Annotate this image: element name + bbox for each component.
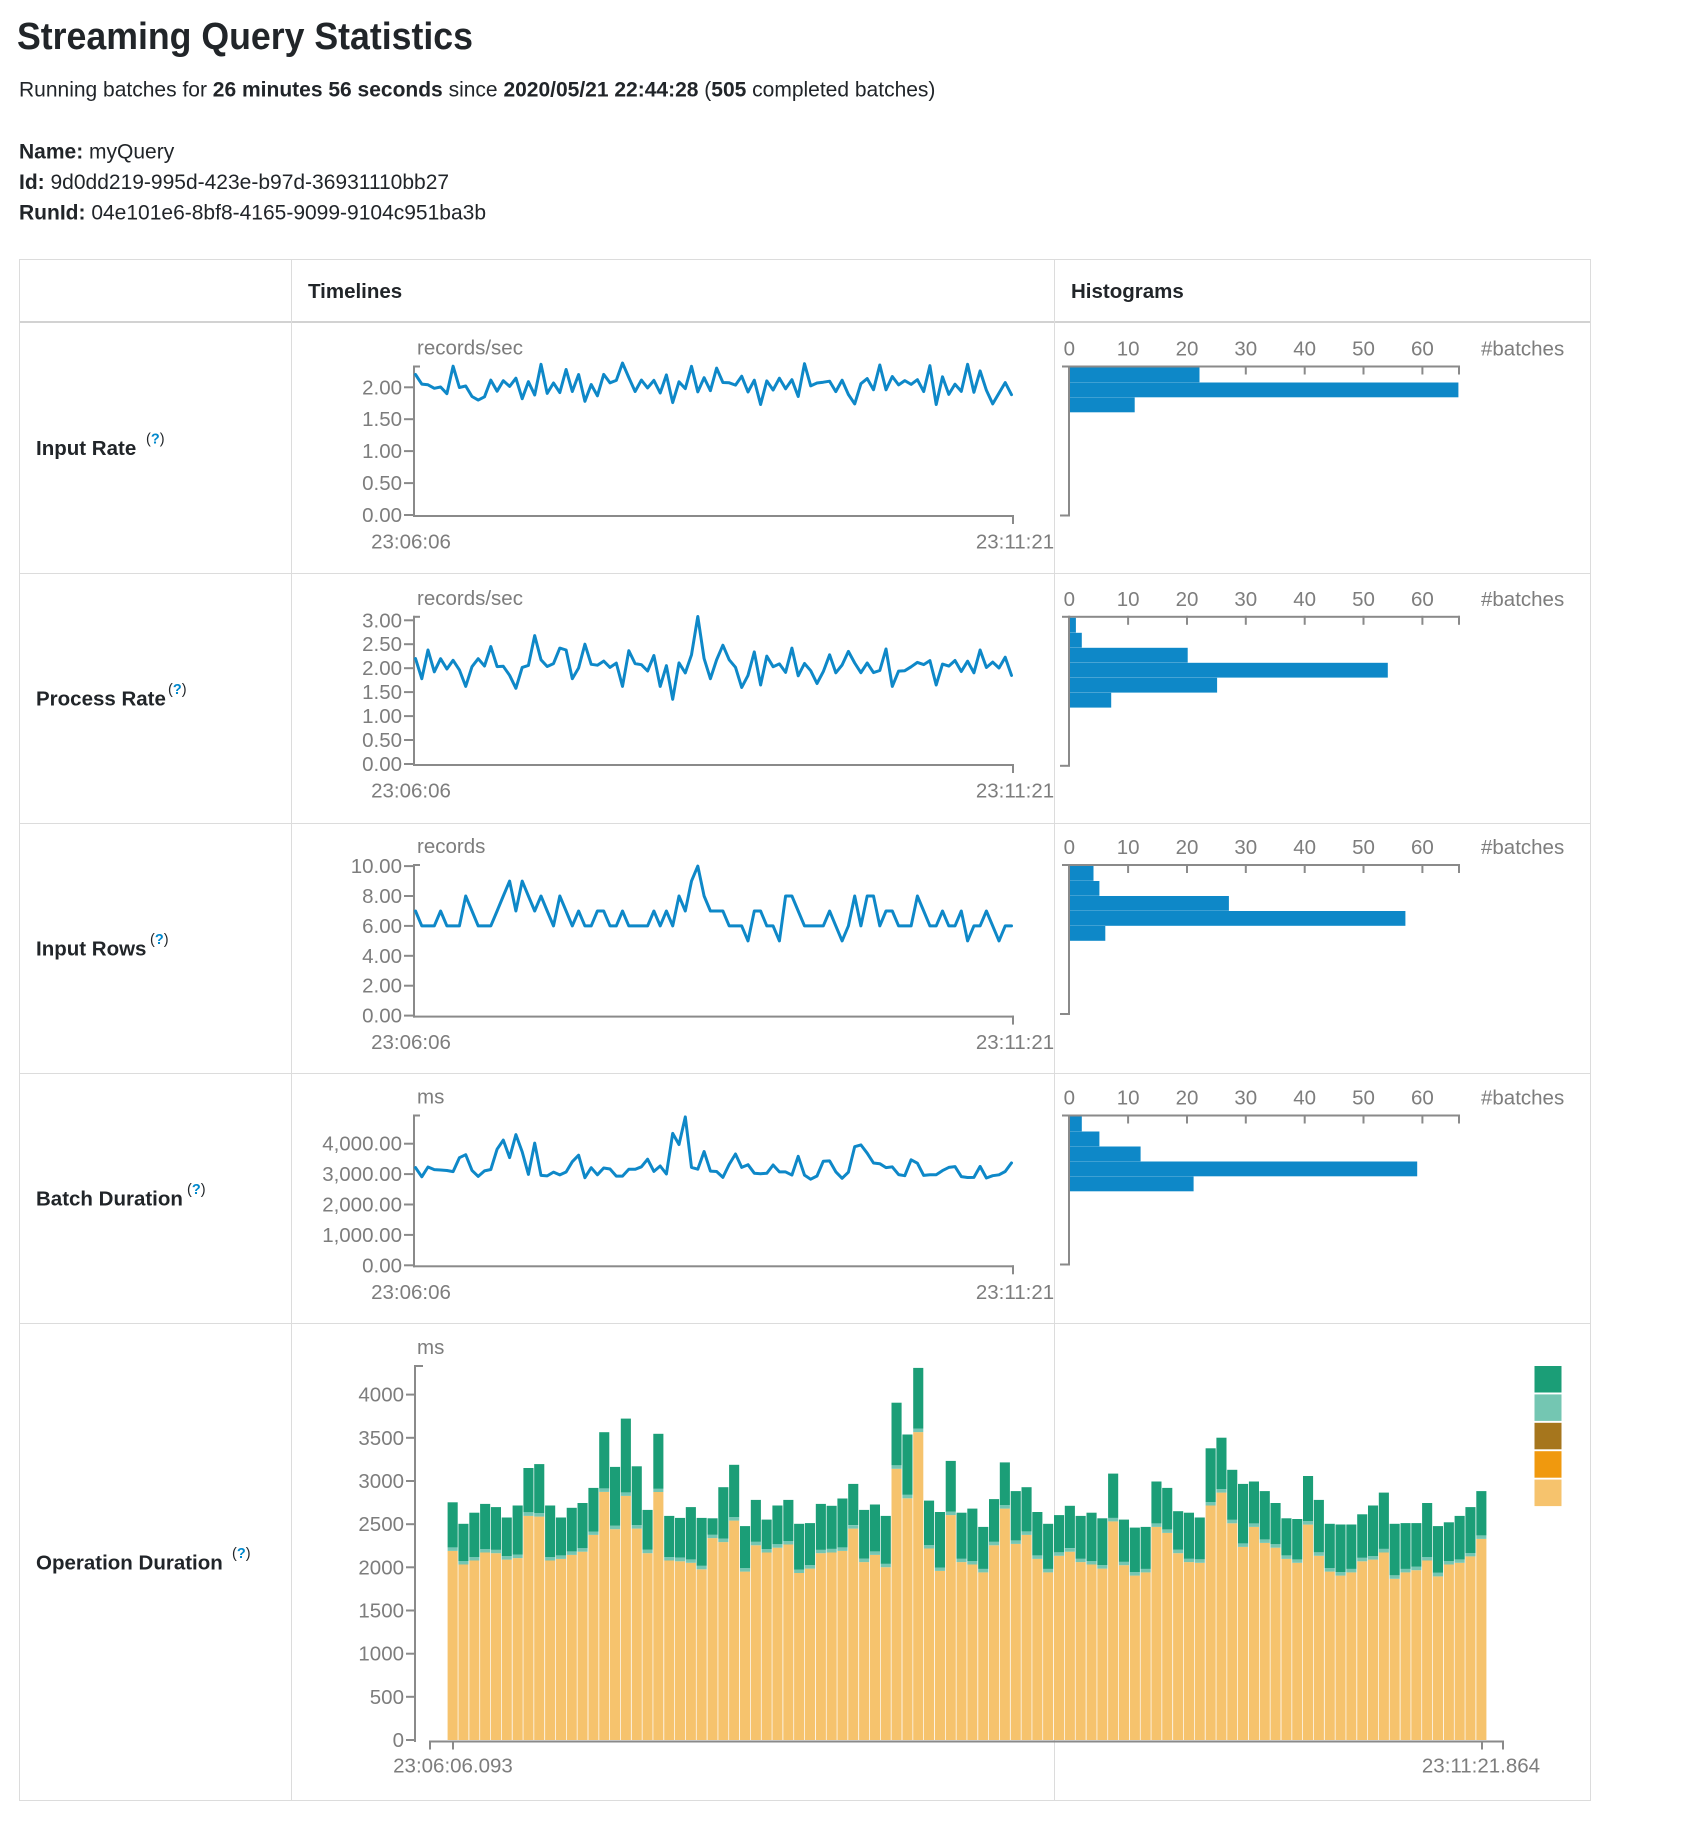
svg-text:records: records [417, 835, 485, 858]
svg-text:40: 40 [1293, 836, 1316, 859]
svg-text:23:06:06: 23:06:06 [371, 1281, 451, 1304]
svg-text:4,000.00: 4,000.00 [322, 1133, 402, 1156]
svg-text:6.00: 6.00 [362, 915, 402, 938]
svg-text:Histograms: Histograms [1071, 280, 1184, 303]
svg-text:2.50: 2.50 [362, 633, 402, 656]
svg-text:0.00: 0.00 [362, 1254, 402, 1277]
svg-text:records/sec: records/sec [417, 587, 523, 610]
svg-text:4000: 4000 [358, 1384, 404, 1407]
svg-text:3,000.00: 3,000.00 [322, 1163, 402, 1186]
svg-text:Process Rate: Process Rate [36, 687, 166, 710]
svg-text:2000: 2000 [358, 1556, 404, 1579]
svg-text:3500: 3500 [358, 1427, 404, 1450]
svg-text:20: 20 [1176, 338, 1199, 361]
svg-text:1.50: 1.50 [362, 681, 402, 704]
svg-text:(?): (?) [232, 1546, 251, 1562]
svg-text:10: 10 [1117, 1087, 1140, 1110]
svg-text:23:06:06: 23:06:06 [371, 531, 451, 554]
svg-text:2,000.00: 2,000.00 [322, 1194, 402, 1217]
svg-text:1500: 1500 [358, 1600, 404, 1623]
svg-text:#batches: #batches [1481, 836, 1564, 859]
svg-text:2.00: 2.00 [362, 975, 402, 998]
svg-text:0: 0 [393, 1729, 404, 1752]
svg-text:1.50: 1.50 [362, 408, 402, 431]
svg-text:2500: 2500 [358, 1513, 404, 1536]
svg-text:1.00: 1.00 [362, 440, 402, 463]
svg-text:2.00: 2.00 [362, 376, 402, 399]
svg-text:records/sec: records/sec [417, 337, 523, 360]
svg-text:Id: 9d0dd219-995d-423e-b97d-36: Id: 9d0dd219-995d-423e-b97d-36931110bb27 [19, 171, 449, 194]
svg-text:RunId: 04e101e6-8bf8-4165-9099: RunId: 04e101e6-8bf8-4165-9099-9104c951b… [19, 202, 486, 225]
svg-text:1000: 1000 [358, 1643, 404, 1666]
svg-text:500: 500 [370, 1686, 404, 1709]
svg-text:10: 10 [1117, 338, 1140, 361]
svg-text:20: 20 [1176, 1087, 1199, 1110]
svg-text:1.00: 1.00 [362, 705, 402, 728]
svg-text:(?): (?) [150, 932, 169, 948]
svg-text:40: 40 [1293, 1087, 1316, 1110]
svg-text:ms: ms [417, 1336, 444, 1359]
svg-text:50: 50 [1352, 338, 1375, 361]
svg-text:Input Rate: Input Rate [36, 437, 136, 460]
svg-text:(?): (?) [168, 682, 187, 698]
svg-text:1,000.00: 1,000.00 [322, 1224, 402, 1247]
svg-text:50: 50 [1352, 836, 1375, 859]
svg-text:30: 30 [1234, 836, 1257, 859]
svg-text:0.50: 0.50 [362, 472, 402, 495]
svg-text:60: 60 [1411, 1087, 1434, 1110]
svg-text:40: 40 [1293, 338, 1316, 361]
svg-text:50: 50 [1352, 1087, 1375, 1110]
svg-text:23:11:21.864: 23:11:21.864 [1422, 1755, 1540, 1778]
svg-text:Batch Duration: Batch Duration [36, 1187, 183, 1210]
svg-text:ms: ms [417, 1086, 444, 1109]
svg-text:Operation Duration: Operation Duration [36, 1551, 223, 1574]
svg-text:60: 60 [1411, 836, 1434, 859]
svg-text:3000: 3000 [358, 1470, 404, 1493]
svg-text:23:11:21: 23:11:21 [976, 780, 1054, 803]
svg-text:23:06:06.093: 23:06:06.093 [393, 1755, 513, 1778]
svg-text:10.00: 10.00 [351, 855, 402, 878]
svg-text:0.50: 0.50 [362, 729, 402, 752]
svg-text:0.00: 0.00 [362, 1005, 402, 1028]
svg-text:20: 20 [1176, 836, 1199, 859]
svg-text:4.00: 4.00 [362, 945, 402, 968]
svg-text:0.00: 0.00 [362, 504, 402, 527]
svg-text:8.00: 8.00 [362, 885, 402, 908]
svg-text:2.00: 2.00 [362, 657, 402, 680]
svg-text:60: 60 [1411, 588, 1434, 611]
svg-text:#batches: #batches [1481, 1087, 1564, 1110]
svg-text:60: 60 [1411, 338, 1434, 361]
svg-text:20: 20 [1176, 588, 1199, 611]
svg-text:23:06:06: 23:06:06 [371, 780, 451, 803]
svg-text:3.00: 3.00 [362, 609, 402, 632]
svg-text:Running batches for 26 minutes: Running batches for 26 minutes 56 second… [19, 79, 935, 102]
svg-text:(?): (?) [187, 1182, 206, 1198]
svg-text:0: 0 [1064, 338, 1075, 361]
svg-text:0: 0 [1064, 836, 1075, 859]
svg-text:23:11:21: 23:11:21 [976, 1031, 1054, 1054]
svg-text:#batches: #batches [1481, 338, 1564, 361]
svg-text:10: 10 [1117, 836, 1140, 859]
svg-text:(?): (?) [146, 432, 165, 448]
svg-text:30: 30 [1234, 1087, 1257, 1110]
svg-text:Input Rows: Input Rows [36, 937, 146, 960]
svg-text:0: 0 [1064, 588, 1075, 611]
svg-text:30: 30 [1234, 588, 1257, 611]
svg-text:30: 30 [1234, 338, 1257, 361]
svg-text:#batches: #batches [1481, 588, 1564, 611]
svg-text:23:06:06: 23:06:06 [371, 1031, 451, 1054]
svg-text:Name: myQuery: Name: myQuery [19, 141, 175, 164]
svg-text:10: 10 [1117, 588, 1140, 611]
svg-text:23:11:21: 23:11:21 [976, 1281, 1054, 1304]
svg-text:Timelines: Timelines [308, 280, 402, 303]
svg-text:Streaming Query Statistics: Streaming Query Statistics [17, 16, 473, 58]
svg-text:40: 40 [1293, 588, 1316, 611]
svg-text:50: 50 [1352, 588, 1375, 611]
svg-text:23:11:21: 23:11:21 [976, 531, 1054, 554]
svg-text:0: 0 [1064, 1087, 1075, 1110]
svg-text:0.00: 0.00 [362, 753, 402, 776]
